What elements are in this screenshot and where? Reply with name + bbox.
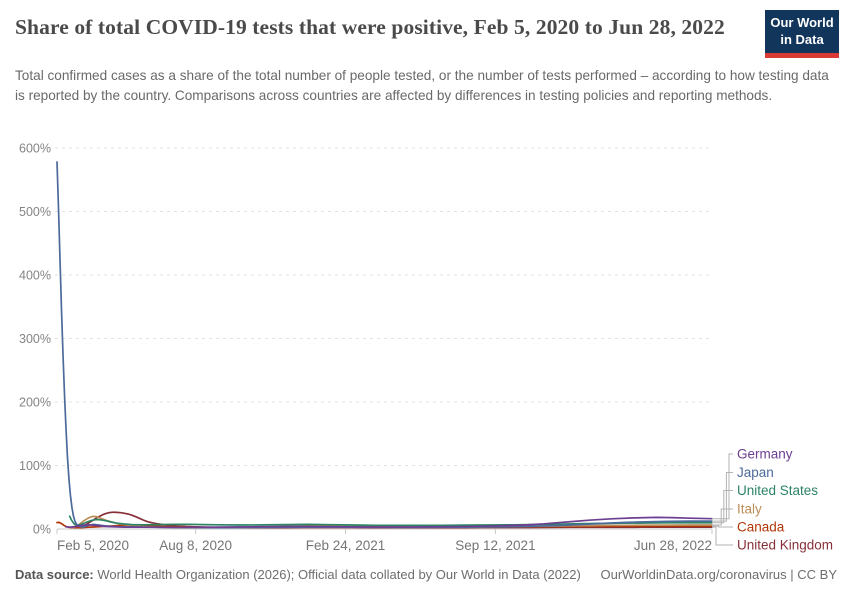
y-tick-label-600: 600% [19,142,51,156]
series-line-japan [56,161,713,529]
x-tick-label: Feb 24, 2021 [306,538,386,553]
legend-connector [712,526,733,546]
y-tick-label-0: 0% [33,523,51,537]
data-source-text: World Health Organization (2026); Offici… [93,567,581,582]
data-source-label: Data source: [15,567,94,582]
y-tick-label-400: 400% [19,269,51,283]
x-tick-label: Aug 8, 2020 [159,538,232,553]
chart-subtitle: Total confirmed cases as a share of the … [15,68,829,104]
legend-label-united-kingdom[interactable]: United Kingdom [737,538,833,553]
y-tick-label-100: 100% [19,459,51,473]
series-line-germany [65,516,713,529]
owid-logo-line2: in Data [780,31,824,47]
owid-link[interactable]: OurWorldinData.org/coronavirus | CC BY [600,567,837,582]
legend-label-united-states[interactable]: United States [737,483,818,498]
page-title: Share of total COVID-19 tests that were … [15,15,725,39]
owid-logo[interactable]: Our World in Data [765,10,839,58]
legend-connector [712,508,733,526]
x-tick-label: Jun 28, 2022 [634,538,712,553]
data-source-note: Data source: World Health Organization (… [15,567,581,582]
owid-logo-line1: Our World [770,15,834,30]
series-line-united-states [68,515,713,527]
chart-footer: Data source: World Health Organization (… [15,567,837,582]
x-tick-label: Sep 12, 2021 [455,538,535,553]
legend-connector [712,525,733,528]
legend-label-germany[interactable]: Germany [737,447,793,462]
legend-label-japan[interactable]: Japan [737,465,774,480]
y-tick-label-300: 300% [19,332,51,346]
y-tick-label-500: 500% [19,205,51,219]
legend-label-canada[interactable]: Canada [737,520,785,535]
y-tick-label-200: 200% [19,396,51,410]
legend-connector [712,490,733,524]
legend-connector [712,453,733,520]
legend-label-italy[interactable]: Italy [737,502,762,517]
legend-connector [712,472,733,522]
x-tick-label: Feb 5, 2020 [57,538,129,553]
